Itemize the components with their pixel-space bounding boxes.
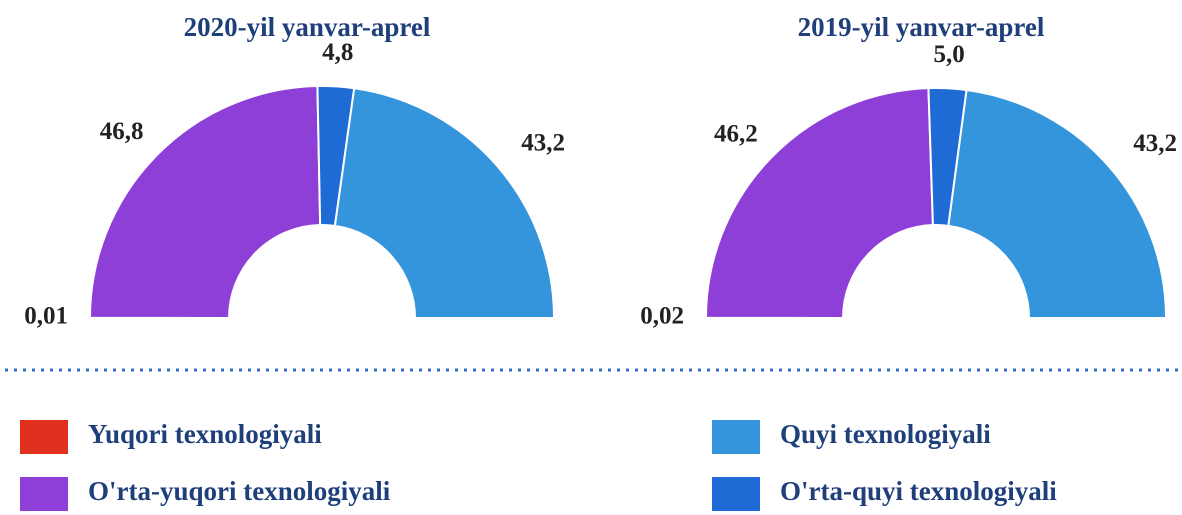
legend-label: Quyi texnologiyali (780, 419, 991, 449)
donut-segment (88, 85, 322, 319)
legend-swatch (712, 420, 760, 454)
data-label: 5,0 (934, 41, 965, 68)
data-label: 0,02 (640, 303, 684, 330)
chart-title: 2020-yil yanvar-aprel (184, 12, 431, 42)
data-label: 43,2 (1133, 130, 1177, 157)
legend-label: O'rta-quyi texnologiyali (780, 476, 1057, 506)
legend-swatch (20, 420, 68, 454)
data-label: 0,01 (24, 303, 68, 330)
donut-segment (947, 88, 1168, 319)
legend-swatch (20, 477, 68, 511)
data-label: 46,8 (100, 118, 144, 145)
legend-swatch (712, 477, 760, 511)
data-label: 43,2 (521, 130, 565, 157)
donut-segment (333, 87, 556, 319)
data-label: 46,2 (714, 120, 758, 147)
donut-segment (704, 87, 934, 319)
legend-label: Yuqori texnologiyali (88, 419, 322, 449)
data-label: 4,8 (322, 39, 353, 66)
chart-title: 2019-yil yanvar-aprel (798, 12, 1045, 42)
legend-label: O'rta-yuqori texnologiyali (88, 476, 391, 506)
